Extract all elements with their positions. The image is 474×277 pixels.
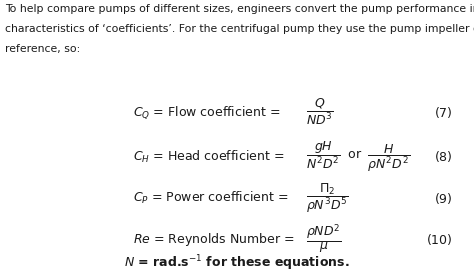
Text: $\dfrac{gH}{N^2D^2}\;$ or $\;\dfrac{H}{\rho N^2 D^2}$: $\dfrac{gH}{N^2D^2}\;$ or $\;\dfrac{H}{\… xyxy=(306,139,410,174)
Text: $\dfrac{\rho N D^2}{\mu}$: $\dfrac{\rho N D^2}{\mu}$ xyxy=(306,223,341,256)
Text: $\dfrac{\Pi_2}{\rho N^3 D^5}$: $\dfrac{\Pi_2}{\rho N^3 D^5}$ xyxy=(306,181,348,215)
Text: $\dfrac{Q}{ND^3}$: $\dfrac{Q}{ND^3}$ xyxy=(306,97,334,127)
Text: characteristics of ‘coefficients’. For the centrifugal pump they use the pump im: characteristics of ‘coefficients’. For t… xyxy=(5,24,474,34)
Text: To help compare pumps of different sizes, engineers convert the pump performance: To help compare pumps of different sizes… xyxy=(5,4,474,14)
Text: $(10)$: $(10)$ xyxy=(426,232,453,247)
Text: $C_H$ = Head coefficient =: $C_H$ = Head coefficient = xyxy=(133,148,285,165)
Text: $(7)$: $(7)$ xyxy=(434,105,453,120)
Text: $C_Q$ = Flow coefficient =: $C_Q$ = Flow coefficient = xyxy=(133,104,282,120)
Text: $Re$ = Reynolds Number =: $Re$ = Reynolds Number = xyxy=(133,231,295,248)
Text: $(8)$: $(8)$ xyxy=(434,149,453,164)
Text: $C_P$ = Power coefficient =: $C_P$ = Power coefficient = xyxy=(133,190,290,206)
Text: reference, so:: reference, so: xyxy=(5,44,80,54)
Text: $N$ = rad.s$^{-1}$ for these equations.: $N$ = rad.s$^{-1}$ for these equations. xyxy=(124,253,350,273)
Text: $(9)$: $(9)$ xyxy=(434,191,453,206)
